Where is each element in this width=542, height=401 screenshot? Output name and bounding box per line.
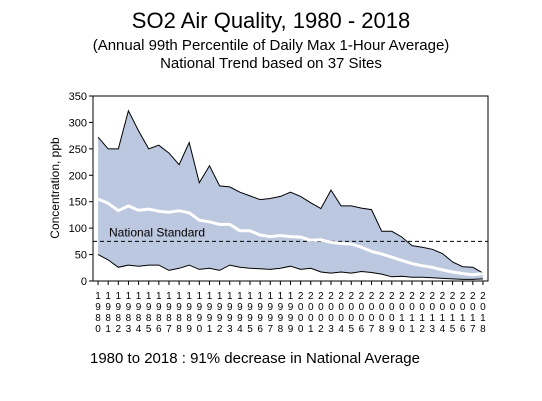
chart-subtitle-sites: National Trend based on 37 Sites [160, 55, 382, 72]
plot-area: National Standard [92, 95, 489, 282]
upper-bound-line [97, 109, 484, 274]
summary-footnote: 1980 to 2018 : 91% decrease in National … [90, 350, 420, 367]
lower-bound-line [97, 254, 483, 280]
y-tick-label: 0 [81, 276, 87, 288]
y-tick-label: 250 [69, 144, 87, 156]
y-tick-label: 300 [69, 117, 87, 129]
x-axis: 1 9 8 0 1 9 8 1 1 9 8 2 1 9 8 3 1 9 8 4 1 9 8 5 1 9 8 6 1 9 8 7 1 9 8 8 1 9 8 9… [95, 281, 486, 335]
concentration-range-band [98, 110, 483, 280]
chart-title: SO2 Air Quality, 1980 - 2018 [131, 8, 411, 33]
y-axis: 0 50 100 150 200 250 300 350 [69, 91, 93, 288]
y-axis-title: Concentration, ppb [48, 137, 62, 239]
y-tick-label: 150 [69, 197, 87, 209]
chart-subtitle: (Annual 99th Percentile of Daily Max 1-H… [92, 37, 450, 54]
y-tick-label: 50 [75, 250, 87, 262]
y-tick-label: 350 [69, 91, 87, 103]
y-tick-label: 100 [69, 223, 87, 235]
y-tick-label: 200 [69, 170, 87, 182]
national-standard-label: National Standard [109, 225, 205, 239]
national-average-line [97, 197, 484, 277]
